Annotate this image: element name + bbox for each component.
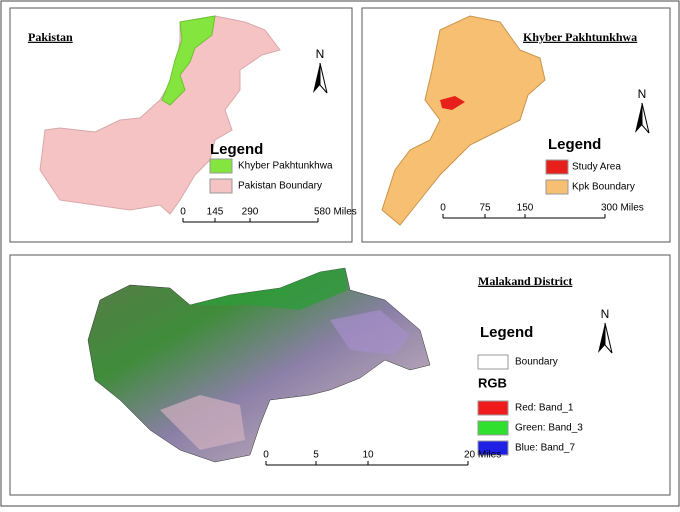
scale-label: 5 — [313, 450, 319, 461]
north-arrow — [319, 62, 328, 94]
scale-label: 75 — [479, 203, 491, 214]
legend-swatch — [477, 354, 509, 370]
legend-swatch — [477, 420, 509, 436]
north-arrow — [635, 103, 642, 133]
scale-label: 300 Miles — [601, 203, 644, 214]
scale-label: 0 — [263, 450, 269, 461]
scale-label: 20 Miles — [464, 450, 501, 461]
kpk-shape — [381, 15, 546, 226]
legend-label: Study Area — [572, 162, 621, 173]
scale-label: 150 — [517, 203, 534, 214]
scale-label: 10 — [362, 450, 374, 461]
image-texture — [160, 395, 245, 450]
annotations: Pakistan Legend Khyber Pakhtunkhwa Pakistan… — [28, 30, 650, 466]
study-area-shape — [440, 96, 465, 110]
panel-title: Malakand District — [478, 274, 572, 288]
legend-title: Legend — [210, 141, 263, 158]
legend-title: Legend — [480, 324, 533, 341]
legend-swatch — [209, 178, 233, 194]
north-label: N — [316, 47, 325, 61]
scale-label: 290 — [242, 207, 259, 218]
legend-swatch — [477, 400, 509, 416]
scale-label: 0 — [440, 203, 446, 214]
legend-title: Legend — [548, 136, 601, 153]
north-arrow — [313, 63, 320, 93]
legend-label: Kpk Boundary — [572, 182, 635, 193]
kp-shape — [161, 15, 216, 106]
legend-swatch — [209, 158, 233, 174]
legend-label: Khyber Pakhtunkhwa — [238, 161, 333, 172]
scale-label: 0 — [180, 207, 186, 218]
north-label: N — [638, 87, 647, 101]
north-arrow — [641, 102, 650, 134]
legend-subtitle: RGB — [478, 375, 507, 390]
legend-swatch — [545, 179, 569, 195]
panel-title: Khyber Pakhtunkhwa — [523, 30, 637, 44]
legend-label: Blue: Band_7 — [515, 443, 575, 454]
north-arrow — [598, 323, 605, 353]
legend-label: Boundary — [515, 357, 558, 368]
legend-swatch — [477, 440, 509, 456]
north-arrow — [604, 322, 613, 354]
image-texture — [190, 268, 348, 310]
pakistan-shape — [39, 15, 281, 215]
legend-label: Green: Band_3 — [515, 423, 583, 434]
scale-label: 145 — [207, 207, 224, 218]
panel-title: Pakistan — [28, 30, 73, 44]
scale-label: 580 Miles — [314, 207, 357, 218]
legend-swatch — [545, 159, 569, 175]
legend-label: Pakistan Boundary — [238, 181, 322, 192]
image-texture — [330, 310, 410, 355]
legend-label: Red: Band_1 — [515, 403, 574, 414]
north-label: N — [601, 307, 610, 321]
